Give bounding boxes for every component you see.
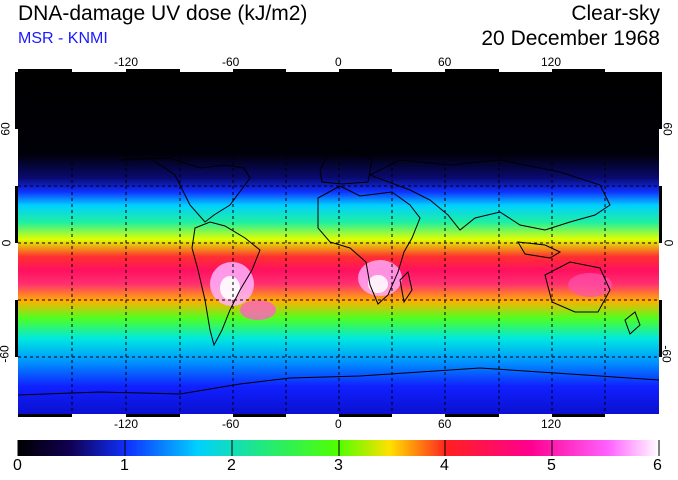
lat-tick-right: 0	[661, 239, 676, 247]
lon-tick-top: -120	[114, 55, 139, 69]
colorbar-ticks	[17, 440, 660, 456]
lon-tick-bottom: -120	[114, 417, 139, 431]
lat-tick-left: 0	[0, 239, 14, 247]
colorbar-label: 4	[440, 457, 449, 474]
graticule	[18, 72, 659, 414]
colorbar-label: 2	[227, 457, 236, 474]
colorbar-label: 5	[547, 457, 556, 474]
uv-hotspots	[210, 260, 612, 320]
colorbar-label: 3	[334, 457, 343, 474]
map-title: DNA-damage UV dose (kJ/m2)	[18, 2, 308, 25]
lat-tick-left: -60	[0, 345, 12, 363]
lon-tick-bottom: 0	[335, 417, 342, 431]
lon-tick-bottom: 120	[541, 417, 562, 431]
lat-tick-right: -60	[659, 345, 674, 363]
source-label: MSR - KNMI	[18, 30, 108, 47]
sky-condition: Clear-sky	[571, 2, 660, 25]
map-date: 20 December 1968	[481, 27, 660, 50]
colorbar-label: 0	[13, 457, 22, 474]
lon-tick-top: 60	[438, 55, 452, 69]
lon-tick-top: 0	[335, 55, 342, 69]
lon-tick-bottom: -60	[222, 417, 240, 431]
colorbar-label: 6	[653, 457, 662, 474]
colorbar-label: 1	[120, 457, 129, 474]
lat-tick-left: 60	[0, 122, 13, 136]
lon-tick-top: 120	[541, 55, 562, 69]
lon-tick-top: -60	[222, 55, 240, 69]
lon-tick-bottom: 60	[438, 417, 452, 431]
lat-tick-right: 60	[660, 122, 675, 136]
map-frame	[15, 69, 662, 417]
